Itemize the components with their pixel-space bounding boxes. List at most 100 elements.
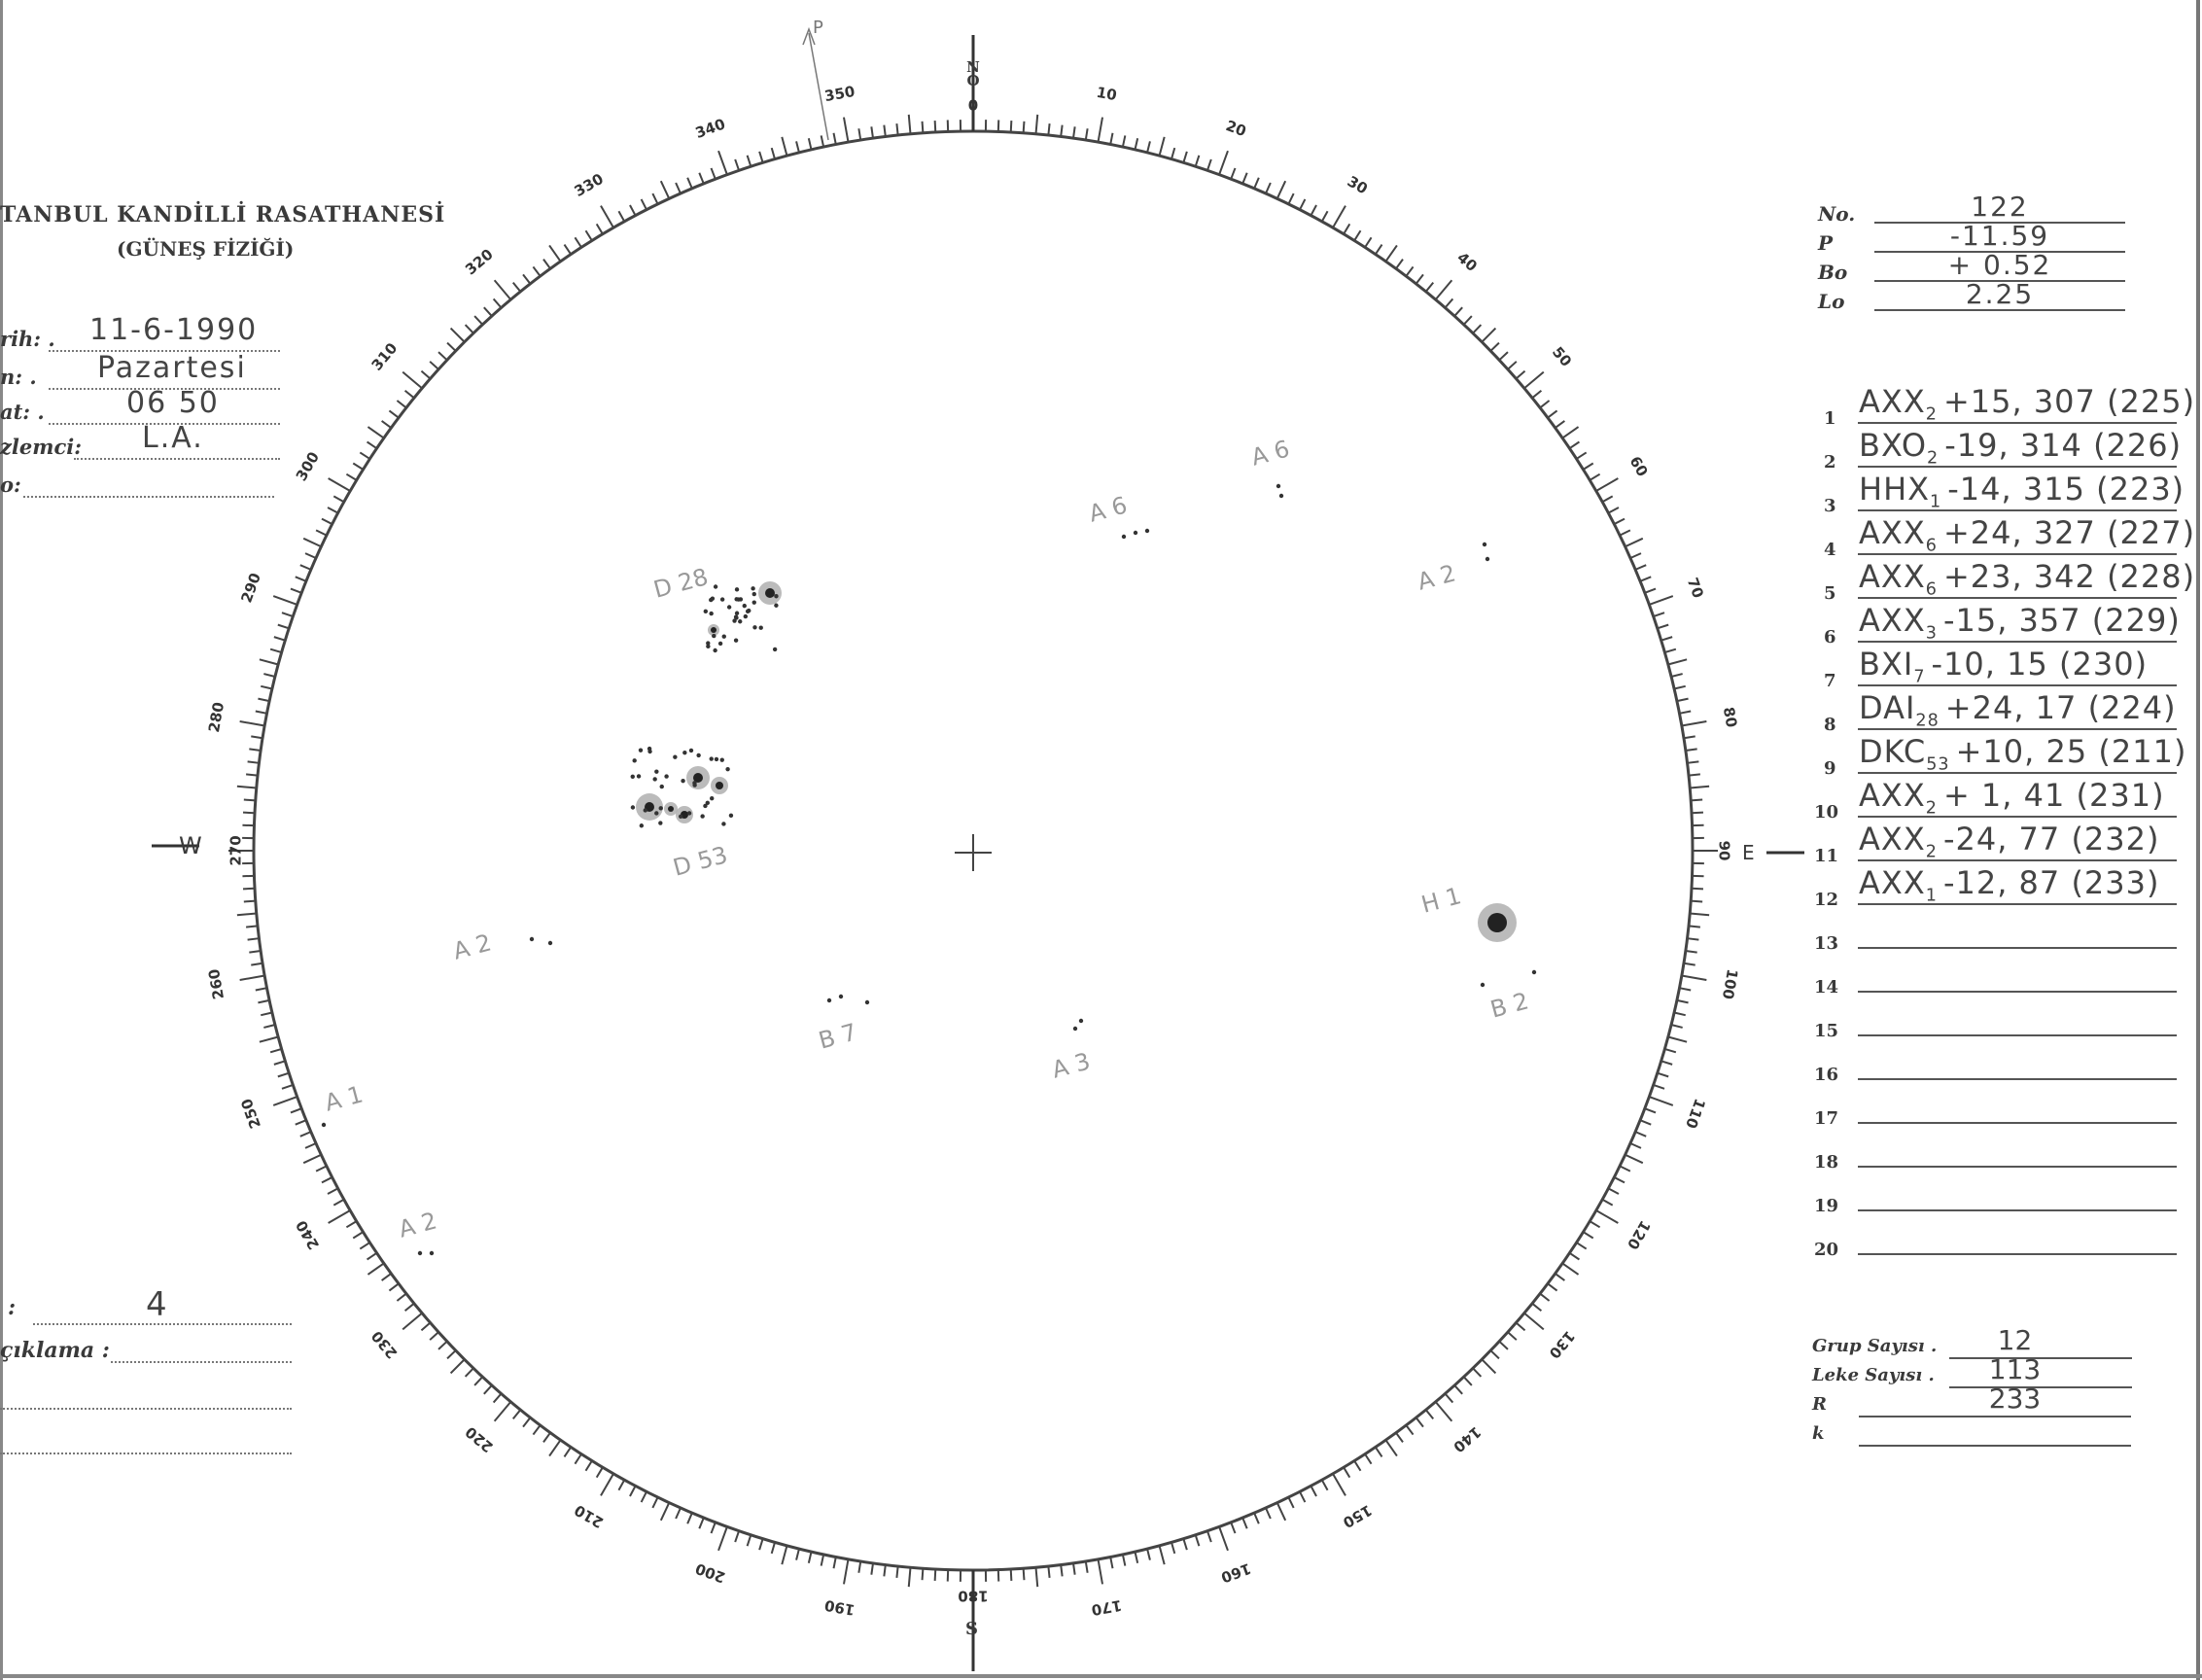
degree-tick bbox=[1589, 1220, 1601, 1229]
group-row-line[interactable] bbox=[1858, 482, 2177, 511]
group-spot-count: 1 bbox=[1930, 492, 1942, 512]
group-row-line[interactable] bbox=[1858, 745, 2177, 774]
degree-tick bbox=[255, 987, 267, 992]
sunspot-dot bbox=[738, 619, 743, 624]
sunspot-dot bbox=[705, 800, 710, 806]
group-row-entry: AXX2 + 1, 41 (231) bbox=[1859, 777, 2165, 818]
degree-tick bbox=[1265, 182, 1272, 194]
degree-tick bbox=[1568, 1251, 1580, 1261]
degree-tick bbox=[261, 684, 273, 690]
group-spot-count: 2 bbox=[1927, 448, 1940, 469]
group-row-line[interactable] bbox=[1858, 1007, 2177, 1036]
summary-line[interactable] bbox=[1949, 1365, 2132, 1388]
field-input-line[interactable] bbox=[23, 474, 274, 498]
summary-line[interactable] bbox=[1949, 1336, 2132, 1359]
degree-tick bbox=[1489, 341, 1500, 352]
degree-tick bbox=[758, 151, 764, 163]
param-label: No. bbox=[1818, 202, 1856, 226]
degree-tick bbox=[717, 150, 728, 175]
field-label: n: . bbox=[0, 365, 37, 389]
degree-label: 220 bbox=[462, 1423, 497, 1456]
param-line[interactable] bbox=[1874, 259, 2125, 282]
degree-tick bbox=[1498, 1340, 1509, 1350]
degree-tick bbox=[1034, 114, 1039, 134]
degree-tick bbox=[843, 117, 850, 143]
degree-tick bbox=[239, 974, 265, 981]
sunspot-dot bbox=[1078, 1018, 1084, 1024]
degree-tick bbox=[1364, 1453, 1373, 1465]
param-line[interactable] bbox=[1874, 200, 2125, 224]
degree-tick bbox=[1097, 117, 1103, 143]
degree-tick bbox=[281, 612, 294, 618]
field-input-line[interactable] bbox=[49, 367, 280, 390]
group-row-line[interactable] bbox=[1858, 1095, 2177, 1124]
group-spot-count: 53 bbox=[1926, 754, 1950, 775]
degree-tick bbox=[1022, 121, 1026, 133]
degree-tick bbox=[1121, 135, 1127, 148]
degree-tick bbox=[403, 1302, 415, 1312]
group-row-line[interactable] bbox=[1858, 920, 2177, 949]
degree-tick bbox=[1634, 564, 1647, 571]
group-row-line[interactable] bbox=[1858, 526, 2177, 555]
degree-tick bbox=[277, 1071, 290, 1078]
remarks-line-3[interactable] bbox=[0, 1433, 292, 1454]
param-line[interactable] bbox=[1874, 229, 2125, 253]
degree-tick bbox=[246, 773, 259, 777]
summary-line[interactable] bbox=[1859, 1394, 2131, 1418]
group-row-line[interactable] bbox=[1858, 438, 2177, 468]
group-row-line[interactable] bbox=[1858, 657, 2177, 686]
group-row-line[interactable] bbox=[1858, 1138, 2177, 1168]
remarks-line-2[interactable] bbox=[0, 1388, 292, 1410]
field-input-line[interactable] bbox=[33, 1299, 292, 1325]
group-position: + 1, 41 (231) bbox=[1942, 777, 2165, 814]
group-row-line[interactable] bbox=[1858, 613, 2177, 643]
degree-tick bbox=[734, 158, 741, 171]
group-row-line[interactable] bbox=[1858, 788, 2177, 818]
degree-tick bbox=[1182, 151, 1188, 163]
group-row-line[interactable] bbox=[1858, 1182, 2177, 1211]
degree-tick bbox=[1194, 1534, 1201, 1547]
sunspot-dot bbox=[742, 603, 747, 609]
degree-tick bbox=[1685, 949, 1697, 954]
group-row-line[interactable] bbox=[1858, 876, 2177, 905]
group-row-line[interactable] bbox=[1858, 395, 2177, 424]
sunspot-dot bbox=[706, 641, 711, 646]
degree-tick bbox=[359, 451, 370, 460]
sunspot-dot bbox=[712, 633, 717, 639]
degree-tick bbox=[327, 507, 339, 514]
group-row-line[interactable] bbox=[1858, 1051, 2177, 1080]
degree-tick bbox=[1613, 1176, 1625, 1184]
summary-line[interactable] bbox=[1859, 1423, 2131, 1447]
degree-label: 210 bbox=[572, 1501, 607, 1531]
degree-tick bbox=[255, 710, 267, 715]
group-class: HHX bbox=[1859, 471, 1931, 508]
param-line[interactable] bbox=[1874, 288, 2125, 311]
degree-tick bbox=[921, 121, 925, 133]
field-input-line[interactable] bbox=[49, 329, 280, 352]
degree-tick bbox=[795, 1548, 800, 1560]
group-row-line[interactable] bbox=[1858, 832, 2177, 861]
group-row-entry: AXX3 -15, 357 (229) bbox=[1859, 602, 2181, 643]
degree-label: 150 bbox=[1340, 1501, 1375, 1531]
remarks-line-1[interactable] bbox=[111, 1342, 292, 1363]
degree-tick bbox=[449, 327, 466, 343]
group-row-line[interactable] bbox=[1858, 701, 2177, 730]
group-position: -24, 77 (232) bbox=[1942, 821, 2160, 858]
degree-tick bbox=[388, 409, 400, 419]
field-input-line[interactable] bbox=[74, 437, 280, 460]
field-value: 4 bbox=[146, 1285, 167, 1324]
degree-tick bbox=[651, 192, 659, 205]
degree-label: 120 bbox=[1624, 1217, 1654, 1252]
group-row-line[interactable] bbox=[1858, 963, 2177, 993]
degree-tick bbox=[895, 123, 899, 136]
group-row-line[interactable] bbox=[1858, 570, 2177, 599]
sunspot-dot bbox=[826, 998, 832, 1003]
field-input-line[interactable] bbox=[49, 402, 280, 425]
degree-tick bbox=[1097, 1558, 1103, 1585]
group-row-line[interactable] bbox=[1858, 1226, 2177, 1255]
sunspot-dot bbox=[638, 748, 644, 752]
degree-tick bbox=[883, 124, 887, 137]
sunspot-dot bbox=[725, 766, 730, 772]
group-position: -10, 15 (230) bbox=[1931, 646, 2149, 682]
